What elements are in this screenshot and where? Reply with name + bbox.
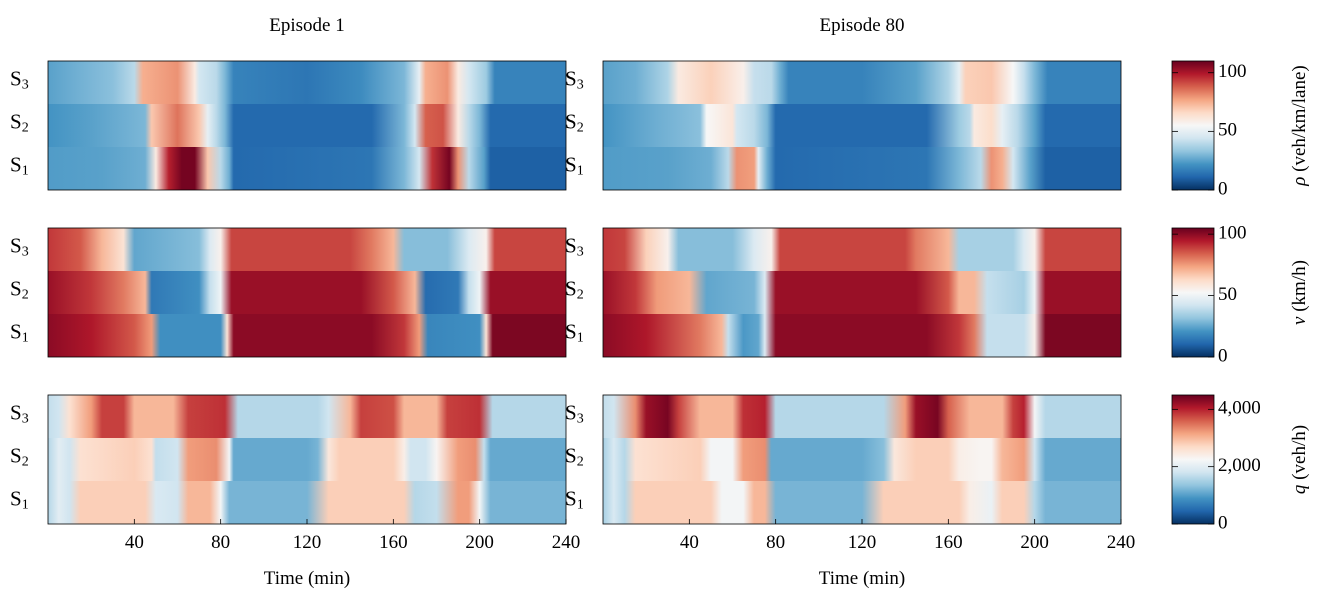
colorbar-gradient (1171, 227, 1215, 358)
panel-frame (602, 60, 1122, 191)
panel-frame (47, 227, 567, 358)
x-tick-label: 200 (1020, 532, 1049, 553)
row-label-s1: S1 (565, 486, 584, 512)
x-axis-episode-80: 40 80 120 160 200 240 (680, 519, 1135, 553)
colorbar-tick-label: 0 (1218, 178, 1228, 199)
colorbar-tick-label: 50 (1218, 120, 1237, 141)
heat-row-s3 (48, 61, 566, 104)
colorbar-gradient (1171, 60, 1215, 191)
heat-row-s1 (48, 481, 566, 524)
colorbar-gradient (1171, 394, 1215, 525)
row-label-s2: S2 (565, 109, 584, 135)
heat-row-s1 (48, 314, 566, 357)
heatmap-rho-episode-80 (603, 61, 1121, 190)
panel-frames (47, 60, 1122, 525)
x-tick-label: 240 (1107, 532, 1136, 553)
heat-row-s1 (48, 147, 566, 190)
heatmap-v-episode-1 (48, 228, 566, 357)
row-label-s2: S2 (10, 276, 29, 302)
panel-frame (602, 227, 1122, 358)
heat-row-s1 (603, 147, 1121, 190)
panel-frame (47, 60, 567, 191)
x-axis-label-left: Time (min) (264, 568, 350, 589)
heat-row-s1 (603, 481, 1121, 524)
heat-row-s2 (603, 438, 1121, 481)
x-tick-label: 240 (552, 532, 581, 553)
heatmap-panels (48, 61, 1121, 524)
row-label-s1: S1 (565, 152, 584, 178)
colorbar-tick-label: 2,000 (1218, 455, 1261, 476)
colorbar-label-q: q (veh/h) (1289, 425, 1310, 494)
heatmap-rho-episode-1 (48, 61, 566, 190)
row-label-s1: S1 (10, 486, 29, 512)
heat-row-s3 (48, 395, 566, 438)
column-title-episode-80: Episode 80 (820, 15, 905, 36)
x-tick-label: 80 (211, 532, 230, 553)
heatmap-v-episode-80 (603, 228, 1121, 357)
row-label-s2: S2 (10, 443, 29, 469)
x-tick-label: 80 (766, 532, 785, 553)
row-label-s3: S3 (565, 66, 584, 92)
heat-row-s3 (603, 61, 1121, 104)
heat-row-s3 (48, 228, 566, 271)
heat-row-s2 (48, 104, 566, 147)
colorbar-tick-label: 100 (1218, 223, 1247, 244)
heat-row-s2 (603, 104, 1121, 147)
colorbar-tick-label: 0 (1218, 345, 1228, 366)
row-label-s1: S1 (10, 152, 29, 178)
row-label-s3: S3 (10, 233, 29, 259)
row-label-s3: S3 (565, 233, 584, 259)
heat-row-s2 (603, 271, 1121, 314)
colorbar-tick-label: 0 (1218, 512, 1228, 533)
x-axis-episode-1: 40 80 120 160 200 240 (125, 519, 580, 553)
colorbar-tick-label: 100 (1218, 61, 1247, 82)
colorbar-tick-label: 4,000 (1218, 398, 1261, 419)
heat-row-s3 (603, 228, 1121, 271)
row-label-s2: S2 (565, 276, 584, 302)
x-tick-label: 120 (848, 532, 877, 553)
colorbar-q: 0 2,000 4,000 q (veh/h) (1171, 394, 1310, 533)
x-tick-label: 160 (934, 532, 963, 553)
x-tick-label: 200 (465, 532, 494, 553)
row-label-s2: S2 (565, 443, 584, 469)
heat-row-s2 (48, 438, 566, 481)
row-label-s3: S3 (10, 400, 29, 426)
x-tick-label: 160 (379, 532, 408, 553)
heat-row-s1 (603, 314, 1121, 357)
row-label-s2: S2 (10, 109, 29, 135)
heatmap-q-episode-80 (603, 395, 1121, 524)
x-tick-label: 40 (125, 532, 144, 553)
heat-row-s2 (48, 271, 566, 314)
colorbar-tick-label: 50 (1218, 284, 1237, 305)
x-tick-label: 40 (680, 532, 699, 553)
heat-row-s3 (603, 395, 1121, 438)
colorbar-label-v: v (km/h) (1289, 260, 1310, 325)
row-label-s3: S3 (10, 66, 29, 92)
x-tick-label: 120 (293, 532, 322, 553)
colorbar-rho: 0 50 100 ρ (veh/km/lane) (1171, 60, 1310, 199)
row-label-s1: S1 (565, 319, 584, 345)
row-label-s1: S1 (10, 319, 29, 345)
heatmap-q-episode-1 (48, 395, 566, 524)
colorbar-v: 0 50 100 v (km/h) (1171, 223, 1310, 366)
column-title-episode-1: Episode 1 (269, 15, 344, 36)
row-label-s3: S3 (565, 400, 584, 426)
colorbars: 0 50 100 ρ (veh/km/lane) 0 50 100 v (km/h) 0 2,00… (1171, 60, 1310, 533)
x-axis-label-right: Time (min) (819, 568, 905, 589)
colorbar-label-rho: ρ (veh/km/lane) (1289, 65, 1310, 186)
